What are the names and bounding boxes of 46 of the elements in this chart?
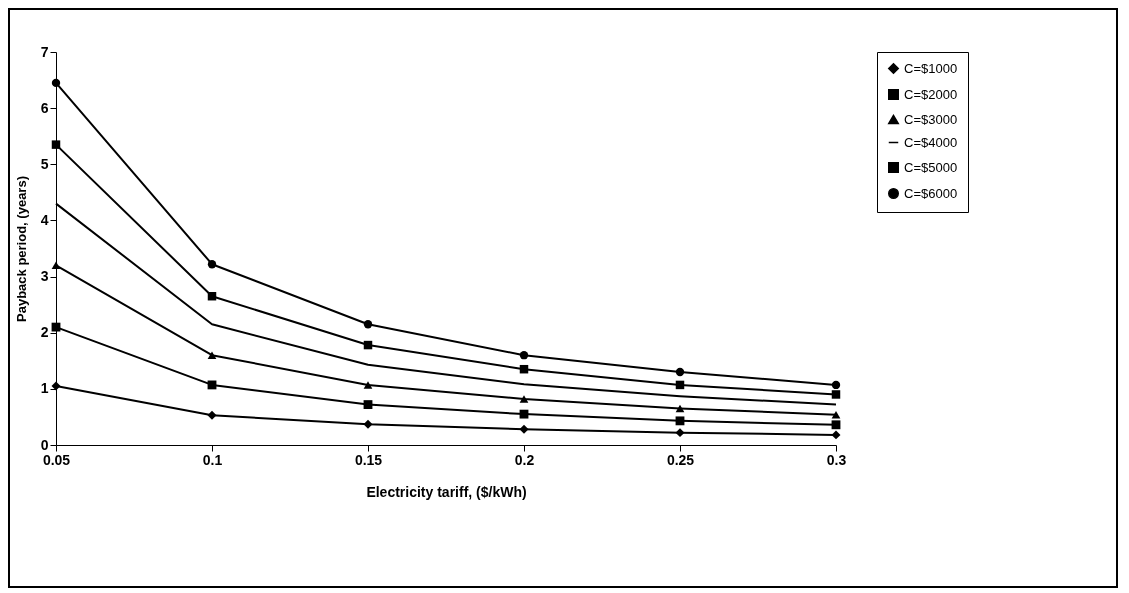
- y-tick-label: 6: [40, 99, 49, 116]
- x-tick-label: 0.15: [354, 451, 383, 468]
- point: [675, 416, 685, 426]
- point: [363, 400, 373, 409]
- point: [207, 260, 217, 269]
- point: [831, 430, 841, 440]
- x-axis-title: Electricity tariff, ($/kWh): [366, 483, 527, 500]
- x-tick-label: 0.05: [42, 451, 71, 468]
- x-tick-label: 0.25: [666, 451, 695, 468]
- legend-label: C=$1000: [904, 60, 958, 76]
- legend-label: C=$6000: [904, 185, 958, 201]
- point: [675, 367, 685, 377]
- legend-label: C=$4000: [904, 134, 958, 150]
- x-tick-label: 0.1: [202, 451, 223, 468]
- point: [363, 320, 373, 329]
- point: [831, 420, 841, 430]
- legend-label: C=$2000: [904, 86, 958, 102]
- point: [51, 261, 61, 270]
- point: [519, 409, 529, 419]
- y-tick-label: 3: [40, 268, 49, 285]
- x-tick-label: 0.3: [826, 451, 847, 468]
- y-tick-label: 4: [40, 211, 49, 228]
- x-tick-label: 0.2: [514, 451, 535, 468]
- point: [831, 390, 841, 399]
- y-tick-label: 0: [40, 436, 49, 453]
- legend-label: C=$5000: [904, 159, 958, 175]
- point: [207, 410, 217, 420]
- point: [675, 404, 685, 413]
- y-axis-title: Payback period, (years): [13, 176, 29, 322]
- legend-label: C=$3000: [904, 111, 958, 127]
- point: [519, 424, 529, 434]
- point: [519, 395, 529, 403]
- y-tick-label: 2: [40, 324, 49, 341]
- point: [51, 140, 61, 149]
- point: [51, 381, 61, 391]
- point: [51, 322, 61, 332]
- point: [831, 380, 841, 390]
- point: [207, 351, 217, 359]
- point: [363, 381, 373, 389]
- y-tick-label: 7: [40, 43, 49, 60]
- point: [363, 419, 373, 429]
- point: [675, 428, 685, 438]
- point: [51, 78, 61, 88]
- y-tick-label: 5: [40, 155, 49, 172]
- point: [519, 351, 529, 360]
- y-tick-label: 1: [40, 380, 49, 397]
